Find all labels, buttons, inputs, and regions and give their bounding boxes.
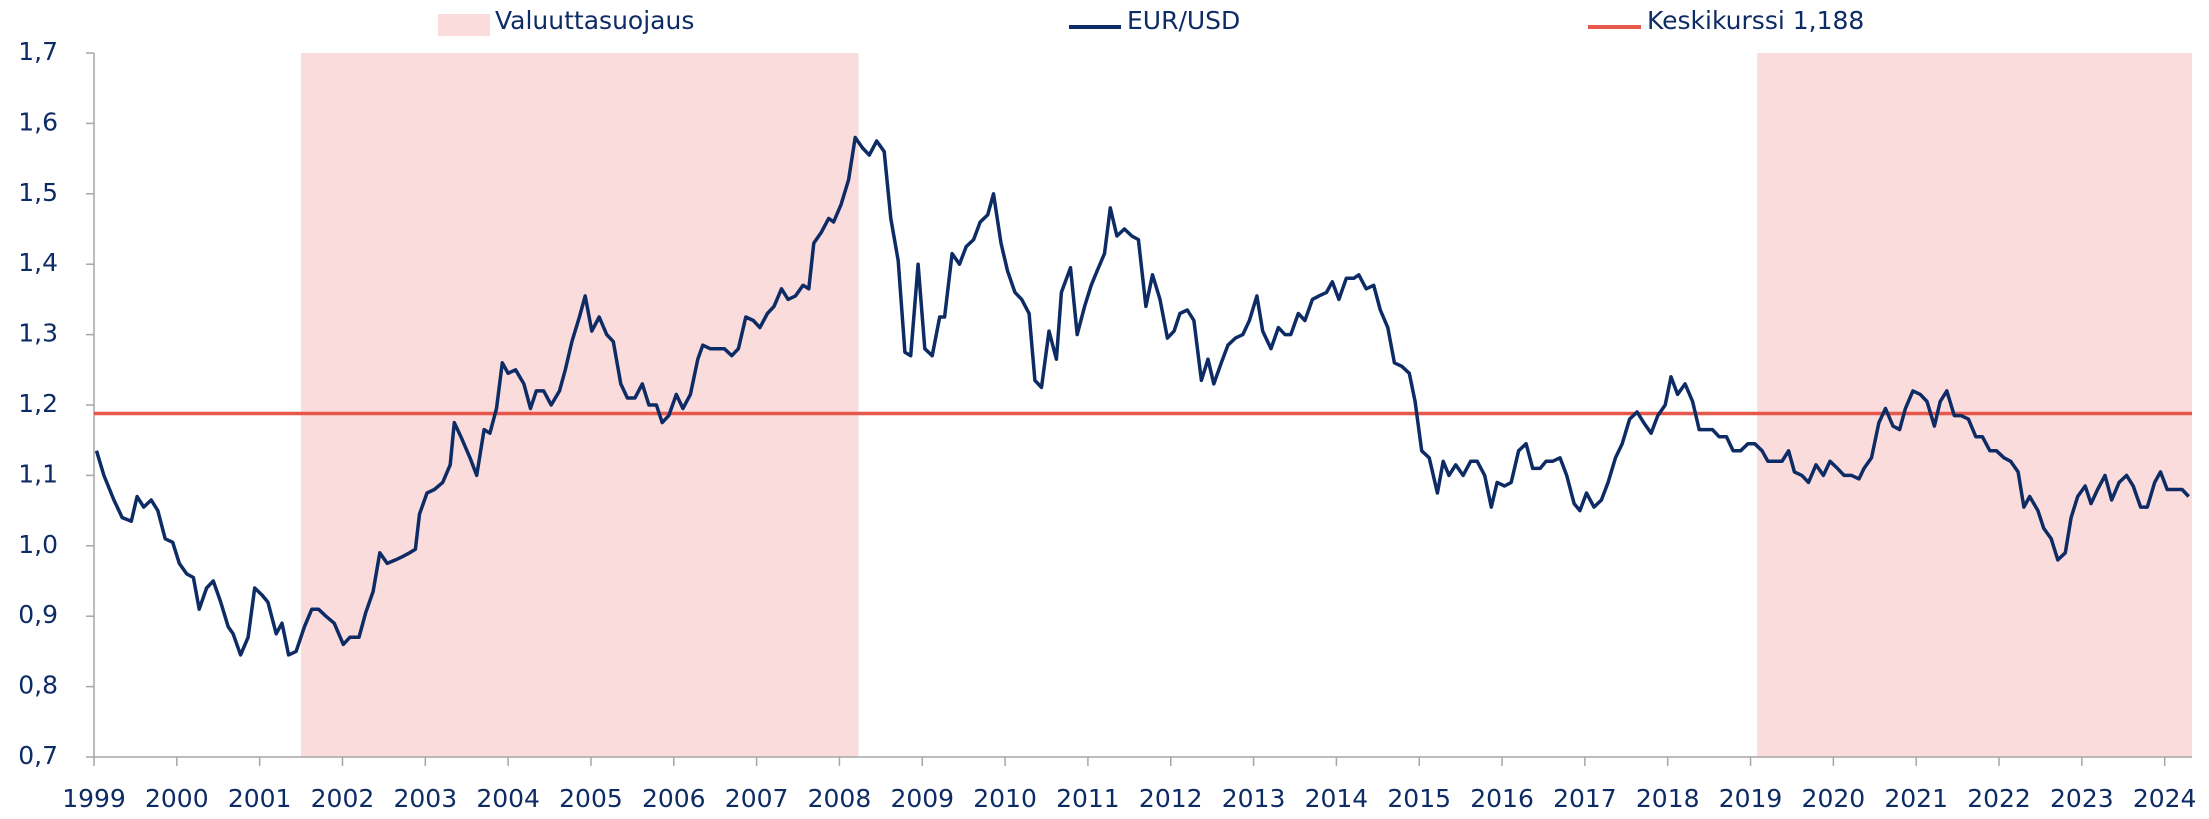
x-tick-label: 2013 [1222, 784, 1286, 813]
x-tick-label: 2016 [1470, 784, 1534, 813]
plot: 0,7 0,8 0,9 1,0 1,1 1,2 1,3 1,4 1,5 1,6 1,7 1999 200… [18, 37, 2196, 813]
shaded-regions [301, 53, 2192, 757]
x-tick-label: 2007 [725, 784, 789, 813]
y-tick-label: 1,4 [18, 248, 58, 277]
x-tick-label: 2024 [2133, 784, 2197, 813]
x-tick-label: 2002 [311, 784, 375, 813]
x-tick-label: 2003 [393, 784, 457, 813]
shaded-band [1757, 53, 2192, 757]
x-tick-label: 2004 [476, 784, 540, 813]
y-tick-label: 0,7 [18, 741, 58, 770]
legend-label: Valuuttasuojaus [495, 6, 694, 35]
legend-swatch [438, 14, 490, 36]
y-tick-label: 1,2 [18, 389, 58, 418]
legend-label: Keskikurssi 1,188 [1647, 6, 1864, 35]
y-tick-label: 1,0 [18, 530, 58, 559]
x-tick-label: 2006 [642, 784, 706, 813]
x-tick-label: 2022 [1967, 784, 2031, 813]
x-tick-label: 2019 [1719, 784, 1783, 813]
y-tick-label: 1,1 [18, 459, 58, 488]
shaded-band [301, 53, 859, 757]
x-tick-label: 2014 [1305, 784, 1369, 813]
y-tick-label: 1,7 [18, 37, 58, 66]
x-tick-label: 2020 [1802, 784, 1866, 813]
x-tick-label: 2021 [1884, 784, 1948, 813]
x-tick-label: 2000 [145, 784, 209, 813]
x-tick-label: 2001 [228, 784, 292, 813]
x-tick-label: 2010 [973, 784, 1037, 813]
x-tick-label: 2009 [890, 784, 954, 813]
y-tick-label: 0,9 [18, 600, 58, 629]
x-tick-label: 2023 [2050, 784, 2114, 813]
y-tick-label: 1,3 [18, 319, 58, 348]
x-tick-label: 2017 [1553, 784, 1617, 813]
x-tick-label: 2008 [808, 784, 872, 813]
x-tick-label: 2011 [1056, 784, 1120, 813]
x-tick-label: 1999 [62, 784, 126, 813]
y-tick-label: 1,5 [18, 178, 58, 207]
x-tick-label: 2005 [559, 784, 623, 813]
x-tick-label: 2018 [1636, 784, 1700, 813]
y-tick-label: 1,6 [18, 107, 58, 136]
y-tick-label: 0,8 [18, 671, 58, 700]
x-tick-label: 2012 [1139, 784, 1203, 813]
x-tick-label: 2015 [1387, 784, 1451, 813]
data-line [94, 135, 2190, 657]
legend-label: EUR/USD [1127, 6, 1240, 35]
